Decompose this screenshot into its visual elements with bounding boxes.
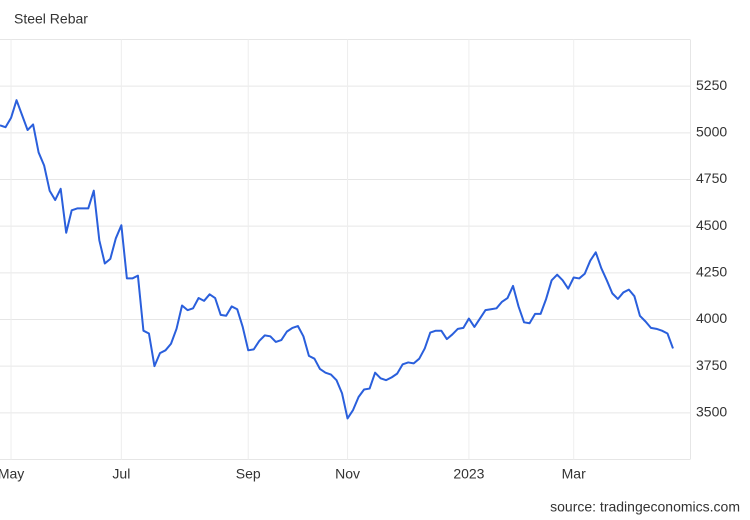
- y-tick-label: 5000: [696, 124, 727, 140]
- y-tick-label: 3750: [696, 357, 727, 373]
- y-tick-label: 3500: [696, 404, 727, 420]
- x-tick-label: May: [0, 466, 24, 482]
- chart-title: Steel Rebar: [14, 11, 88, 27]
- y-tick-label: 4500: [696, 217, 727, 233]
- y-tick-label: 4000: [696, 310, 727, 326]
- source-note: source: tradingeconomics.com: [550, 499, 740, 515]
- x-tick-label: Sep: [236, 466, 261, 482]
- y-tick-label: 4750: [696, 170, 727, 186]
- x-tick-label: Nov: [335, 466, 360, 482]
- price-line: [0, 99, 674, 420]
- y-tick-label: 5250: [696, 77, 727, 93]
- x-tick-label: Jul: [112, 466, 130, 482]
- x-tick-label: 2023: [453, 466, 484, 482]
- x-tick-label: Mar: [562, 466, 586, 482]
- y-tick-label: 4250: [696, 264, 727, 280]
